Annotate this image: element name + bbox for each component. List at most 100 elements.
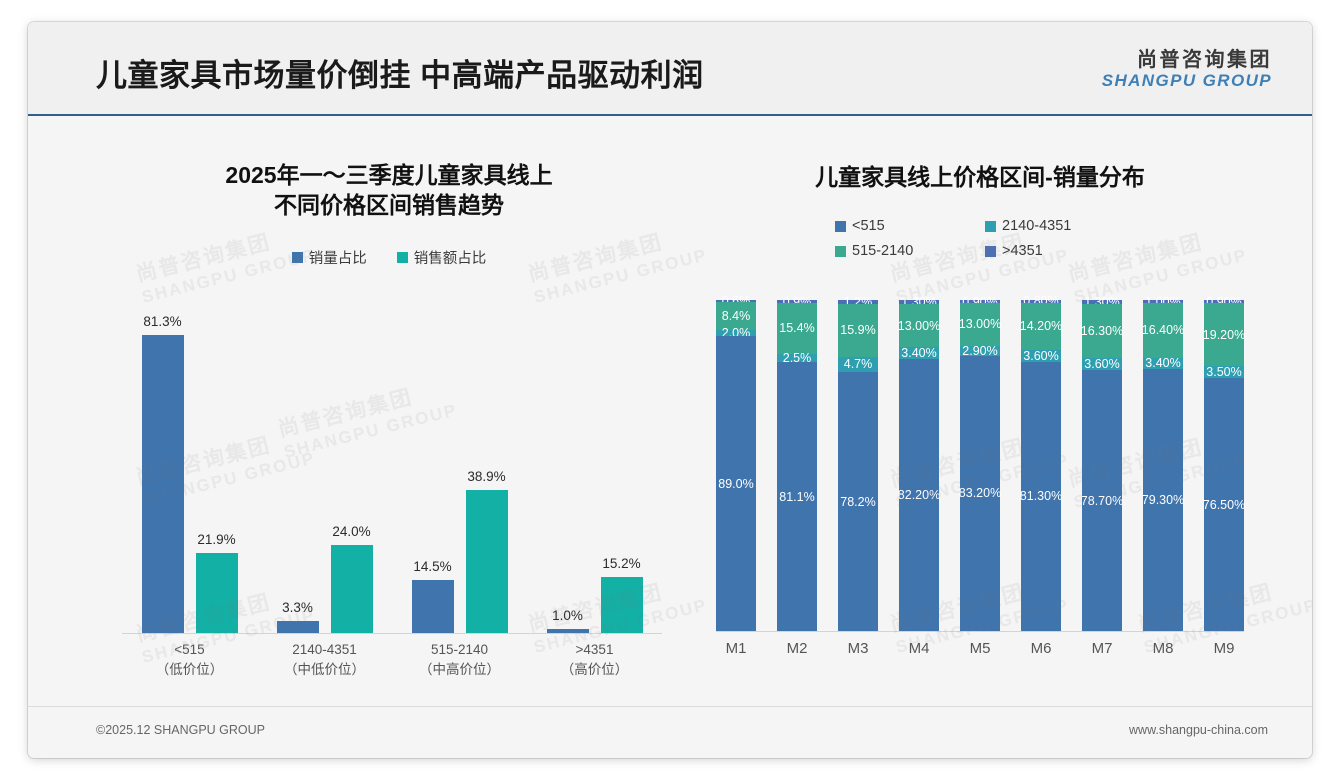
legend-swatch-icon (985, 245, 996, 257)
legend-item-0[interactable]: <515 (835, 218, 985, 234)
stack-segment[interactable]: 82.20% (898, 358, 940, 631)
stack-segment[interactable]: 3.50% (1204, 365, 1244, 380)
x-tick-range: >4351 (575, 642, 614, 657)
bar-revenue[interactable]: 15.2% (600, 556, 643, 633)
stack-segment[interactable]: 2.0% (716, 326, 756, 340)
stack-segment[interactable]: 13.00% (898, 304, 940, 348)
stack-segment[interactable]: 19.20% (1203, 302, 1245, 367)
legend-label: >4351 (1002, 243, 1043, 260)
stack-segment[interactable]: 3.40% (1143, 356, 1183, 371)
bar-fill (600, 577, 643, 633)
stack-segment-label: 16.40% (1141, 323, 1185, 338)
bar-fill (465, 490, 508, 633)
stack-segment[interactable]: 16.30% (1080, 304, 1124, 359)
stack-segment[interactable]: 4.7% (838, 356, 878, 373)
stack-segment[interactable]: 78.70% (1080, 370, 1124, 631)
legend-item-1[interactable]: 销售额占比 (396, 247, 487, 268)
stack-segment-label: 16.30% (1080, 324, 1124, 339)
legend-label: <515 (852, 218, 885, 235)
stack-segment-label: 81.30% (1019, 489, 1063, 504)
legend-item-0[interactable]: 销量占比 (291, 247, 367, 268)
stacked-bar-column[interactable]: 1.30% 13.00% 3.40% 82.20% (898, 295, 940, 631)
legend-label: 销售额占比 (413, 250, 487, 267)
bar-volume[interactable]: 1.0% (546, 608, 589, 633)
stack-segment-label: 78.70% (1080, 493, 1124, 508)
stack-segment[interactable]: 79.30% (1141, 368, 1185, 631)
stack-segment[interactable]: 78.2% (838, 372, 878, 631)
stack-segment[interactable]: 16.40% (1141, 303, 1185, 358)
x-axis-tick: M5 (969, 640, 991, 657)
stack-segment-label: 2.90% (962, 343, 998, 358)
legend-swatch-icon (985, 220, 996, 232)
stacked-bar-column[interactable]: 1.2% 15.9% 4.7% 78.2% (838, 295, 878, 631)
footer-copyright: ©2025.12 SHANGPU GROUP (96, 723, 265, 737)
logo-text-cn: 尚普咨询集团 (1137, 49, 1272, 71)
chart-legend-right: <515 2140-4351 515-2140 >4351 (835, 218, 1125, 259)
legend-item-1[interactable]: 2140-4351 (985, 218, 1125, 234)
stacked-bar-column[interactable]: 0.90% 19.20% 3.50% 76.50% (1203, 295, 1245, 631)
stack-segment-label: 14.20% (1019, 319, 1063, 334)
grouped-bar-plot-area: 81.3% 21.9% 3.3% 24.0% 14.5% 38.9% 1.0% 15.2% (122, 304, 662, 634)
stack-segment[interactable]: 8.4% (716, 301, 756, 330)
bar-revenue[interactable]: 24.0% (330, 524, 373, 633)
bar-revenue[interactable]: 38.9% (465, 469, 508, 633)
stack-segment-label: 79.30% (1141, 492, 1185, 507)
x-axis-tick: <515 （低价位） (122, 640, 257, 679)
stack-segment[interactable]: 3.60% (1021, 349, 1061, 363)
stack-segment[interactable]: 89.0% (716, 336, 756, 632)
bar-group: 1.0% 15.2% (527, 303, 662, 633)
legend-item-2[interactable]: 515-2140 (835, 243, 985, 259)
legend-swatch-icon (835, 220, 846, 232)
x-axis-tick: 515-2140 （中高价位） (392, 640, 527, 679)
stack-segment[interactable]: 15.9% (838, 303, 878, 357)
x-axis-tick: 2140-4351 （中低价位） (257, 640, 392, 679)
stack-segment-label: 89.0% (718, 476, 754, 491)
stack-segment[interactable]: 2.5% (777, 351, 817, 366)
bar-volume[interactable]: 14.5% (411, 559, 454, 633)
bar-value-label: 38.9% (467, 469, 506, 485)
stack-segment[interactable]: 83.20% (959, 355, 1001, 631)
chart-title-right: 儿童家具线上价格区间-销量分布 (815, 164, 1145, 190)
stack-segment-label: 3.40% (901, 346, 937, 361)
x-tick-range: <515 (174, 642, 205, 657)
stacked-bar-column[interactable]: 0.90% 13.00% 2.90% 83.20% (959, 295, 1001, 631)
bar-value-label: 3.3% (282, 599, 313, 615)
stacked-bar-column[interactable]: 0.80% 14.20% 3.60% 81.30% (1019, 294, 1063, 631)
stacked-bar-column[interactable]: 0.9% 15.4% 2.5% 81.1% (777, 295, 817, 631)
stacked-bar-column[interactable]: 1.00% 16.40% 3.40% 79.30% (1141, 295, 1185, 631)
bar-volume[interactable]: 3.3% (276, 600, 319, 633)
logo-text-en: SHANGPU GROUP (1101, 70, 1272, 90)
footer-website: www.shangpu-china.com (1129, 723, 1268, 737)
stack-segment[interactable]: 81.30% (1019, 361, 1063, 631)
stack-segment[interactable]: 15.4% (777, 302, 817, 354)
bar-fill (330, 545, 373, 633)
stack-segment[interactable]: 3.60% (1082, 357, 1122, 372)
bar-revenue[interactable]: 21.9% (195, 532, 238, 633)
grouped-bar-chart: 81.3% 21.9% 3.3% 24.0% 14.5% 38.9% 1.0% 15.2% <… (112, 304, 672, 677)
stack-segment[interactable]: 14.20% (1019, 302, 1063, 350)
chart-title-left-line2: 不同价格区间销售趋势 (274, 192, 504, 219)
x-axis-tick: >4351 （高价位） (527, 640, 662, 679)
chart-legend-left: 销量占比 销售额占比 (84, 247, 694, 268)
bar-value-label: 1.0% (552, 608, 583, 624)
stack-segment-label: 2.5% (782, 351, 812, 366)
legend-item-3[interactable]: >4351 (985, 243, 1125, 259)
stack-segment[interactable]: 81.1% (777, 362, 817, 631)
stack-segment[interactable]: 76.50% (1203, 378, 1245, 631)
bar-value-label: 21.9% (197, 531, 236, 547)
stack-segment-label: 3.40% (1145, 356, 1181, 371)
stack-segment[interactable]: 2.90% (960, 343, 1000, 358)
page-title: 儿童家具市场量价倒挂 中高端产品驱动利润 (96, 58, 704, 93)
legend-swatch-icon (291, 251, 303, 263)
x-axis-tick: M9 (1213, 640, 1235, 657)
stacked-bar-column[interactable]: 0.6%8.4%2.0%89.0% (716, 294, 756, 632)
legend-label: 515-2140 (852, 243, 914, 260)
stack-segment-label: 3.60% (1084, 357, 1120, 372)
stack-segment-label: 3.50% (1206, 365, 1242, 380)
stack-segment[interactable]: 13.00% (959, 302, 1001, 346)
bar-volume[interactable]: 81.3% (141, 314, 184, 633)
stacked-bar-column[interactable]: 1.30% 16.30% 3.60% 78.70% (1080, 295, 1124, 631)
bar-value-label: 81.3% (143, 313, 182, 329)
stack-segment[interactable]: 3.40% (899, 346, 939, 361)
stack-segment-label: 15.4% (779, 321, 815, 336)
